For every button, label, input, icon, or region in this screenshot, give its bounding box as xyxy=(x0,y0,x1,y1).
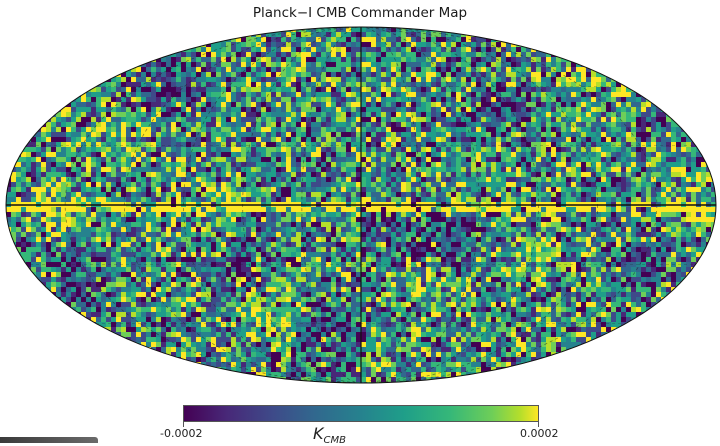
colorbar xyxy=(183,405,539,422)
colorbar-max-label: 0.0002 xyxy=(520,427,559,440)
window-scrollbar[interactable] xyxy=(0,437,98,443)
cmb-sky-map xyxy=(0,0,720,400)
colorbar-min-label: -0.0002 xyxy=(160,427,202,440)
